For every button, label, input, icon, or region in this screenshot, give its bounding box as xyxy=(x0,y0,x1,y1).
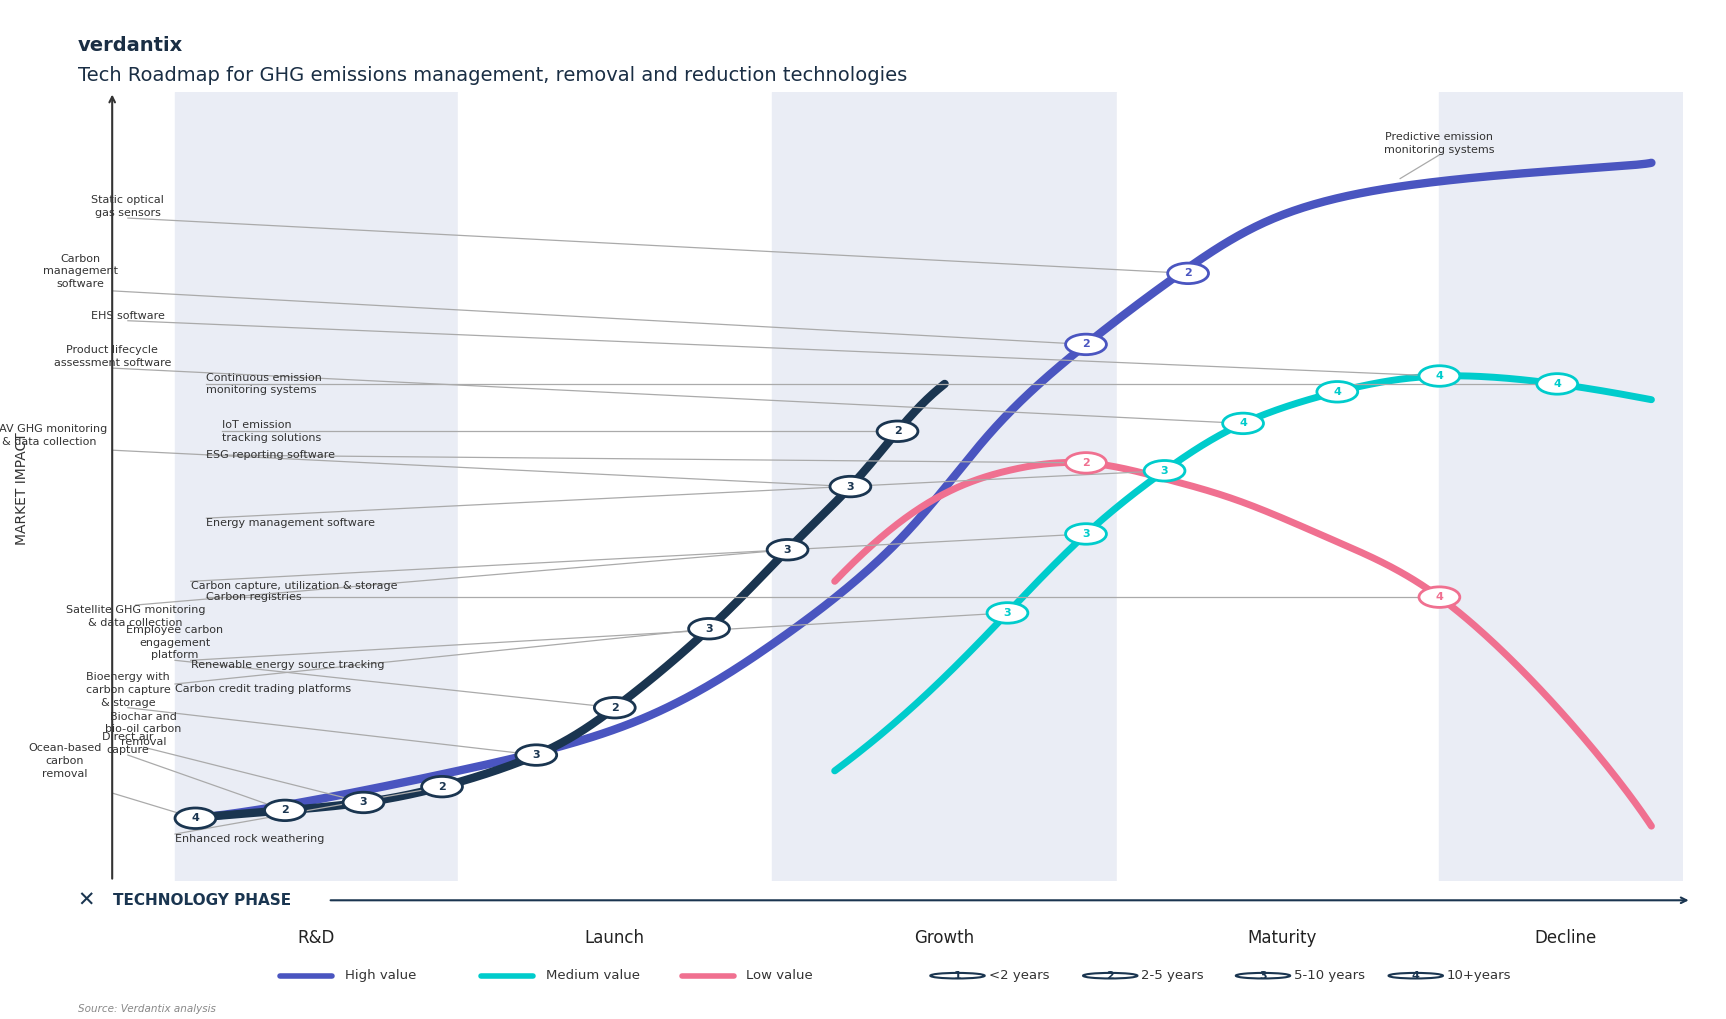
Text: 4: 4 xyxy=(1436,592,1443,602)
Circle shape xyxy=(1222,413,1263,434)
Text: 2: 2 xyxy=(438,782,445,792)
Circle shape xyxy=(830,476,872,497)
Ellipse shape xyxy=(1084,973,1137,978)
Text: Launch: Launch xyxy=(585,929,646,947)
Circle shape xyxy=(1317,381,1358,403)
Text: Carbon credit trading platforms: Carbon credit trading platforms xyxy=(174,684,350,694)
Text: Source: Verdantix analysis: Source: Verdantix analysis xyxy=(78,1004,216,1014)
Text: 1: 1 xyxy=(954,971,961,980)
Text: Decline: Decline xyxy=(1534,929,1597,947)
Text: IoT emission
tracking solutions: IoT emission tracking solutions xyxy=(223,420,321,442)
Text: Carbon
management
software: Carbon management software xyxy=(43,254,119,289)
Circle shape xyxy=(1065,334,1106,355)
Bar xyxy=(772,92,1117,881)
Text: Carbon registries: Carbon registries xyxy=(207,592,302,602)
Circle shape xyxy=(594,697,635,718)
Text: Low value: Low value xyxy=(746,969,813,982)
Bar xyxy=(1117,92,1439,881)
Text: Growth: Growth xyxy=(915,929,975,947)
Text: Continuous emission
monitoring systems: Continuous emission monitoring systems xyxy=(207,373,323,395)
Text: Enhanced rock weathering: Enhanced rock weathering xyxy=(174,834,324,844)
Circle shape xyxy=(1144,461,1186,481)
Text: 3: 3 xyxy=(359,798,368,807)
Circle shape xyxy=(516,745,557,765)
Circle shape xyxy=(766,539,808,560)
Circle shape xyxy=(1065,452,1106,473)
Text: 4: 4 xyxy=(1239,419,1246,428)
Text: 3: 3 xyxy=(1260,971,1267,980)
Text: 2: 2 xyxy=(1082,339,1089,350)
Circle shape xyxy=(174,808,216,828)
Text: Energy management software: Energy management software xyxy=(207,518,376,528)
Ellipse shape xyxy=(930,973,984,978)
Text: 3: 3 xyxy=(1160,466,1169,476)
Text: 2: 2 xyxy=(894,426,901,436)
Circle shape xyxy=(1419,587,1460,607)
Text: 3: 3 xyxy=(846,482,854,491)
Text: Satellite GHG monitoring
& data collection: Satellite GHG monitoring & data collecti… xyxy=(66,605,205,628)
Circle shape xyxy=(264,800,306,820)
Text: ✕: ✕ xyxy=(78,891,95,910)
Circle shape xyxy=(343,792,383,813)
Text: 3: 3 xyxy=(1003,608,1011,618)
Text: 4: 4 xyxy=(1412,971,1420,980)
Text: 5-10 years: 5-10 years xyxy=(1294,969,1365,982)
Circle shape xyxy=(1536,374,1578,394)
Circle shape xyxy=(689,619,730,639)
Text: 4: 4 xyxy=(1436,371,1443,381)
Ellipse shape xyxy=(1388,973,1443,978)
Text: Renewable energy source tracking: Renewable energy source tracking xyxy=(190,660,385,671)
Text: Tech Roadmap for GHG emissions management, removal and reduction technologies: Tech Roadmap for GHG emissions managemen… xyxy=(78,66,906,86)
Bar xyxy=(457,92,772,881)
Text: 3: 3 xyxy=(1082,529,1089,539)
Text: 2-5 years: 2-5 years xyxy=(1141,969,1205,982)
Bar xyxy=(174,92,457,881)
Text: Bioenergy with
carbon capture
& storage: Bioenergy with carbon capture & storage xyxy=(86,673,171,707)
Text: Direct air
capture: Direct air capture xyxy=(102,733,154,755)
Text: R&D: R&D xyxy=(297,929,335,947)
Text: Maturity: Maturity xyxy=(1248,929,1317,947)
Text: MARKET IMPACT: MARKET IMPACT xyxy=(16,433,29,545)
Text: 3: 3 xyxy=(706,624,713,634)
Circle shape xyxy=(421,776,463,797)
Text: TECHNOLOGY PHASE: TECHNOLOGY PHASE xyxy=(114,893,292,908)
Text: Static optical
gas sensors: Static optical gas sensors xyxy=(91,196,164,218)
Circle shape xyxy=(1419,366,1460,386)
Text: High value: High value xyxy=(345,969,416,982)
Text: Product lifecycle
assessment software: Product lifecycle assessment software xyxy=(54,345,171,368)
Text: ESG reporting software: ESG reporting software xyxy=(207,450,335,460)
Text: 2: 2 xyxy=(1106,971,1113,980)
Text: 3: 3 xyxy=(532,750,540,760)
Text: Predictive emission
monitoring systems: Predictive emission monitoring systems xyxy=(1384,132,1495,155)
Text: 4: 4 xyxy=(192,813,200,823)
Text: Medium value: Medium value xyxy=(545,969,640,982)
Bar xyxy=(1439,92,1683,881)
Text: 4: 4 xyxy=(1334,387,1341,396)
Circle shape xyxy=(1065,524,1106,544)
Text: 2: 2 xyxy=(1184,268,1193,278)
Text: <2 years: <2 years xyxy=(989,969,1049,982)
Circle shape xyxy=(877,421,918,441)
Text: Biochar and
bio-oil carbon
removal: Biochar and bio-oil carbon removal xyxy=(105,711,181,747)
Text: Carbon capture, utilization & storage: Carbon capture, utilization & storage xyxy=(190,581,397,591)
Text: 2: 2 xyxy=(1082,458,1089,468)
Text: 4: 4 xyxy=(1553,379,1560,389)
Text: Employee carbon
engagement
platform: Employee carbon engagement platform xyxy=(126,625,224,660)
Text: 3: 3 xyxy=(784,545,792,554)
Text: 10+years: 10+years xyxy=(1446,969,1512,982)
Text: 2: 2 xyxy=(611,703,618,712)
Ellipse shape xyxy=(1236,973,1291,978)
Text: verdantix: verdantix xyxy=(78,36,183,55)
Text: 2: 2 xyxy=(281,805,288,815)
Text: EHS software: EHS software xyxy=(91,311,166,321)
Text: UAV GHG monitoring
& data collection: UAV GHG monitoring & data collection xyxy=(0,424,107,447)
Circle shape xyxy=(1169,263,1208,283)
Text: Ocean-based
carbon
removal: Ocean-based carbon removal xyxy=(28,743,102,779)
Circle shape xyxy=(987,602,1029,624)
